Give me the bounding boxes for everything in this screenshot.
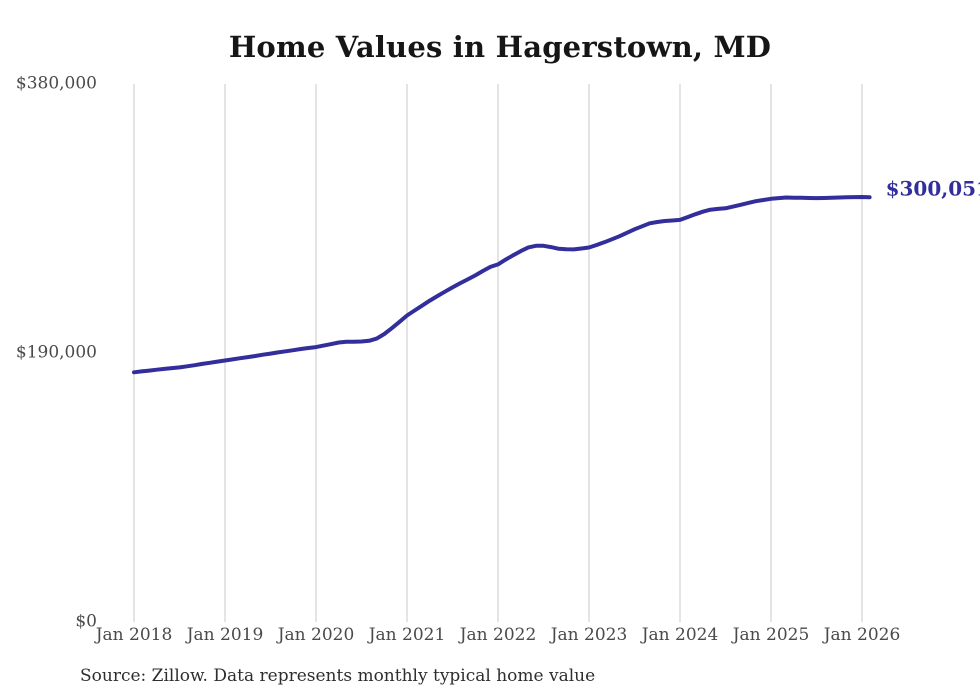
x-axis-tick-label: Jan 2018 bbox=[94, 625, 173, 645]
x-axis-labels-group: Jan 2018 Jan 2019 Jan 2020 Jan 2021 Jan 2022… bbox=[94, 625, 901, 645]
x-axis-tick-label: Jan 2023 bbox=[549, 625, 628, 645]
current-value-label: $300,051 bbox=[886, 177, 980, 201]
x-axis-tick-label: Jan 2025 bbox=[731, 625, 810, 645]
source-attribution: Source: Zillow. Data represents monthly … bbox=[80, 666, 596, 686]
y-axis-labels-group: $0 $190,000 $380,000 bbox=[16, 74, 97, 632]
chart-title: Home Values in Hagerstown, MD bbox=[228, 30, 772, 64]
x-axis-tick-label: Jan 2019 bbox=[185, 625, 264, 645]
x-axis-tick-label: Jan 2026 bbox=[822, 625, 901, 645]
home-value-line-series bbox=[132, 195, 872, 375]
y-axis-tick-label: $0 bbox=[75, 612, 97, 632]
gridlines-group bbox=[133, 84, 863, 622]
x-axis-tick-label: Jan 2021 bbox=[367, 625, 446, 645]
y-axis-tick-label: $380,000 bbox=[16, 74, 97, 94]
x-axis-tick-label: Jan 2020 bbox=[276, 625, 355, 645]
x-axis-tick-label: Jan 2022 bbox=[458, 625, 537, 645]
y-axis-tick-label: $190,000 bbox=[16, 343, 97, 363]
x-axis-tick-label: Jan 2024 bbox=[640, 625, 719, 645]
